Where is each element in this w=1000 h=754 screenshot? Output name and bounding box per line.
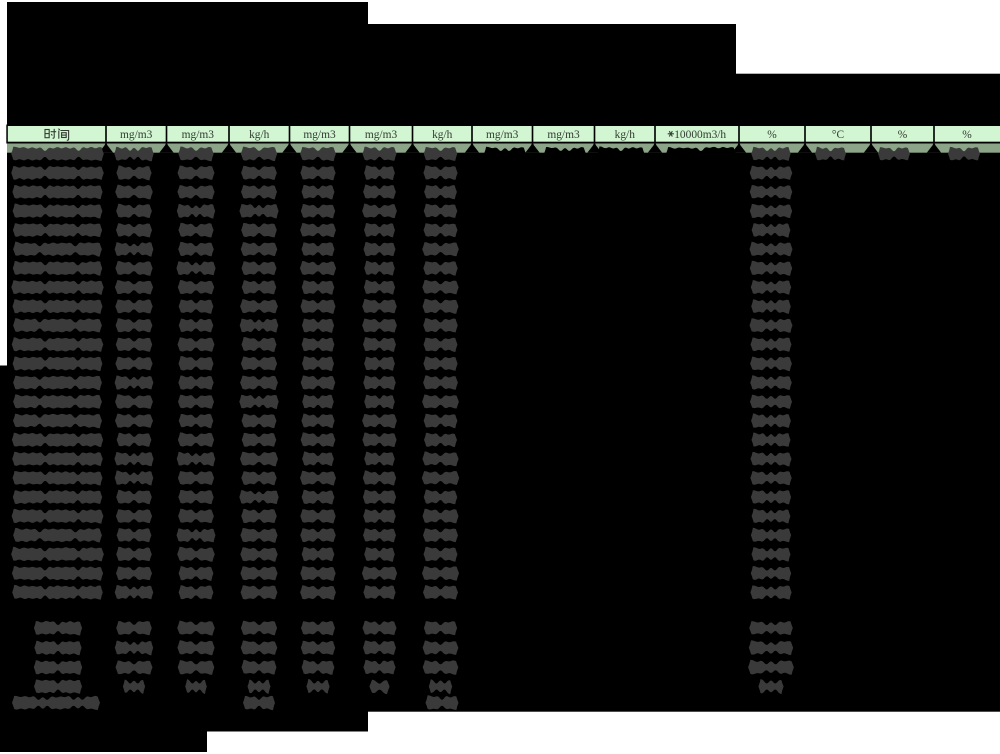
- svg-text:%: %: [962, 129, 972, 141]
- svg-text:%: %: [767, 129, 777, 141]
- svg-text:10000m3/h: 10000m3/h: [674, 129, 726, 141]
- svg-text:kg/h: kg/h: [432, 129, 453, 141]
- svg-text:mg/m3: mg/m3: [120, 129, 153, 141]
- svg-text:mg/m3: mg/m3: [303, 129, 336, 141]
- svg-text:%: %: [898, 129, 908, 141]
- svg-text:mg/m3: mg/m3: [486, 129, 519, 141]
- svg-text:kg/h: kg/h: [615, 129, 636, 141]
- svg-text:°C: °C: [832, 129, 844, 141]
- svg-text:mg/m3: mg/m3: [365, 129, 398, 141]
- svg-text:mg/m3: mg/m3: [182, 129, 215, 141]
- svg-text:kg/h: kg/h: [249, 129, 270, 141]
- svg-text:mg/m3: mg/m3: [547, 129, 580, 141]
